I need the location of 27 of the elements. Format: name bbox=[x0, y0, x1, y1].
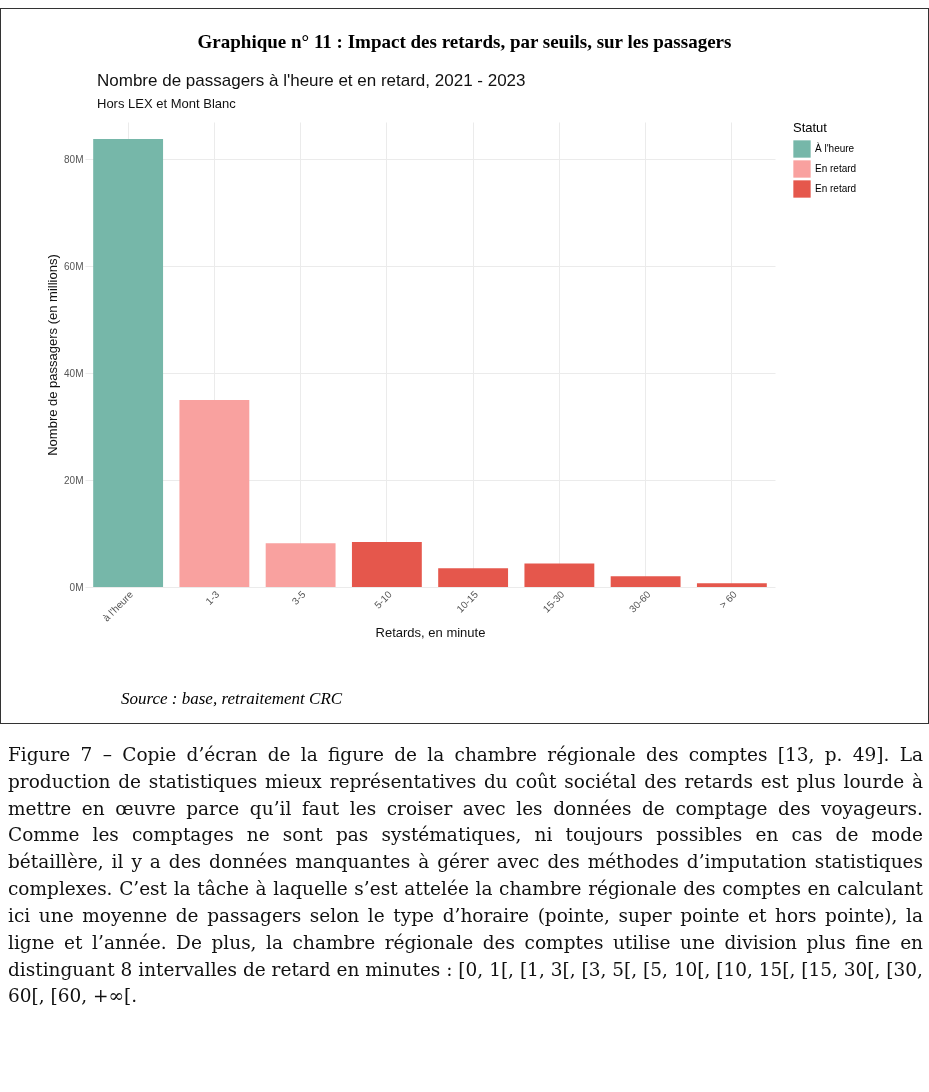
bar bbox=[696, 583, 767, 587]
bar bbox=[179, 399, 250, 587]
bar bbox=[438, 568, 509, 587]
x-tick-label: > 60 bbox=[717, 588, 740, 611]
legend-label: En retard bbox=[815, 163, 857, 174]
y-axis-title: Nombre de passagers (en millions) bbox=[45, 254, 61, 456]
y-tick-label: 0M bbox=[69, 581, 84, 593]
bar bbox=[265, 543, 336, 587]
x-axis-title: Retards, en minute bbox=[375, 625, 486, 641]
chart-subtitle: Nombre de passagers à l'heure et en retard, 2021 - 2023 bbox=[97, 71, 526, 91]
chart-title: Graphique n° 11 : Impact des retards, par seuils, sur les passagers bbox=[196, 31, 733, 53]
y-tick-label: 60M bbox=[64, 260, 84, 272]
legend-label: À l'heure bbox=[815, 142, 855, 154]
bar bbox=[351, 542, 422, 587]
y-tick-label: 40M bbox=[64, 367, 84, 379]
legend-label: En retard bbox=[815, 183, 857, 194]
text: Figure 7 – Copie d’écran de la figure de la chambre régionale des comptes [13, p. 49]. La production de statistiques mieux représentatives du coût sociétal des retards est plus lourde à mettre en œuvre parce qu’il faut les croiser avec les données de comptage des voyageurs. Comme les comptages ne sont pas systématiques, ni toujours possibles en cas de mode bétaillère, il y a des données manquantes à gérer avec des méthodes d’imputation statistiques complexes. C’est la tâche à laquelle s’est attelée la chambre régionale des comptes en calculant ici une moyenne de passagers selon le type d’horaire (pointe, super pointe et hors pointe), la ligne et l’année. De plus, la chambre régionale des comptes utilise une division plus fine en distinguant 8 intervalles de retard en minutes : [0, 1[, [1, 3[, [3, 5[, [5, 10[, [10, 15[, [15, 30[, [30, 60[, [60, +∞[. bbox=[8, 744, 923, 1007]
legend-title: Statut bbox=[793, 120, 828, 135]
bar bbox=[524, 563, 595, 587]
x-tick-label: 3-5 bbox=[289, 588, 309, 607]
y-tick-label: 20M bbox=[64, 474, 84, 486]
source-note: Source : base, retraitement CRC bbox=[121, 689, 343, 709]
bar bbox=[610, 576, 681, 587]
text: Hors LEX et Mont Blanc bbox=[97, 96, 236, 111]
bar bbox=[93, 139, 164, 587]
y-tick-label: 80M bbox=[64, 153, 84, 165]
x-tick-label: 1-3 bbox=[203, 588, 222, 607]
